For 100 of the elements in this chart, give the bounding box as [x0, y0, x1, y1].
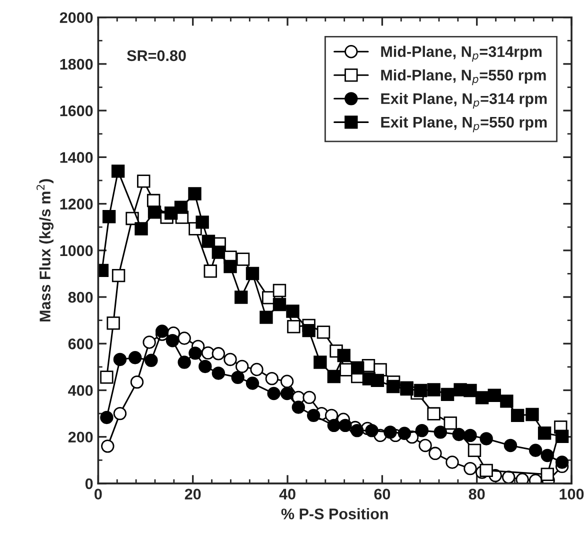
point — [204, 264, 217, 278]
y-tick-label: 600 — [68, 338, 93, 350]
x-tick-label: 0 — [94, 488, 102, 500]
point — [144, 354, 158, 368]
point — [350, 424, 364, 438]
point — [500, 394, 514, 408]
point — [440, 388, 454, 402]
point — [365, 424, 378, 438]
point — [386, 380, 400, 394]
point — [156, 324, 169, 338]
point — [538, 426, 552, 440]
point — [113, 406, 127, 420]
point — [370, 374, 384, 388]
x-axis-title: % P-S Position — [281, 508, 388, 520]
point — [231, 370, 244, 384]
y-tick-label: 1800 — [60, 58, 93, 70]
point — [106, 316, 120, 330]
point — [202, 234, 216, 248]
point — [224, 260, 237, 274]
point — [464, 462, 477, 476]
y-tick-label: 400 — [68, 385, 93, 396]
point — [178, 332, 191, 345]
point — [212, 366, 226, 380]
point — [314, 356, 327, 369]
point — [468, 444, 482, 457]
y-tick-label: 2000 — [60, 12, 93, 24]
y-axis-title: Mass Flux (kg/s m$^{2}$) — [36, 179, 54, 322]
x-tick-label: 60 — [374, 488, 390, 500]
point — [212, 347, 226, 360]
legend-label: Exit Plane, N$_{p}$=314 rpm — [381, 92, 547, 109]
y-tick-label: 1200 — [60, 198, 93, 210]
point — [134, 222, 148, 236]
point — [480, 432, 493, 446]
point — [555, 430, 569, 443]
point — [327, 370, 341, 384]
point — [102, 210, 116, 224]
point — [337, 348, 350, 362]
point — [112, 268, 126, 282]
point — [235, 360, 249, 374]
point — [280, 386, 294, 400]
y-tick-label: 1000 — [60, 245, 93, 256]
point — [398, 426, 412, 440]
point — [502, 470, 516, 484]
point — [128, 351, 142, 364]
point — [265, 372, 279, 386]
point — [260, 310, 273, 324]
annotation: SR=0.80 — [127, 50, 186, 62]
point — [427, 407, 440, 420]
point — [434, 426, 448, 439]
point — [555, 456, 569, 469]
point — [234, 290, 248, 304]
point — [488, 388, 501, 402]
point — [384, 426, 397, 439]
point — [444, 416, 457, 430]
point — [350, 361, 364, 374]
point — [516, 472, 529, 484]
point — [100, 410, 114, 424]
point — [101, 440, 114, 453]
point — [280, 374, 294, 388]
point — [250, 362, 264, 376]
point — [528, 444, 542, 457]
point — [327, 418, 341, 432]
point — [142, 336, 156, 349]
point — [236, 252, 250, 266]
point — [148, 206, 162, 219]
point — [286, 304, 300, 318]
legend-label: Mid-Plane, N$_{p}$=550 rpm — [381, 69, 546, 86]
legend-label: Exit Plane, N$_{p}$=550 rpm — [381, 116, 547, 132]
point — [178, 356, 191, 369]
point — [526, 408, 539, 422]
y-tick-label: 1400 — [60, 152, 93, 163]
point — [510, 408, 524, 422]
point — [130, 375, 144, 389]
point — [174, 200, 188, 214]
point — [198, 360, 212, 374]
point — [504, 438, 518, 452]
point — [272, 284, 286, 298]
point — [111, 164, 125, 178]
point — [418, 438, 432, 452]
x-tick-label: 40 — [279, 488, 296, 500]
point — [452, 428, 466, 442]
point — [188, 346, 202, 360]
point — [246, 376, 260, 390]
y-tick-label: 200 — [68, 432, 93, 443]
point — [338, 418, 352, 432]
point — [196, 216, 209, 229]
point — [446, 456, 459, 469]
point — [464, 384, 477, 398]
point — [302, 324, 316, 338]
point — [415, 424, 429, 438]
legend-label: Mid-Plane, N$_{p}$=314rpm — [381, 46, 542, 62]
point — [306, 408, 320, 422]
point — [540, 448, 554, 462]
point — [201, 346, 215, 360]
point — [267, 386, 280, 400]
point — [475, 391, 489, 404]
point — [427, 383, 440, 396]
point — [272, 298, 286, 312]
point — [414, 384, 428, 398]
point — [100, 370, 114, 384]
